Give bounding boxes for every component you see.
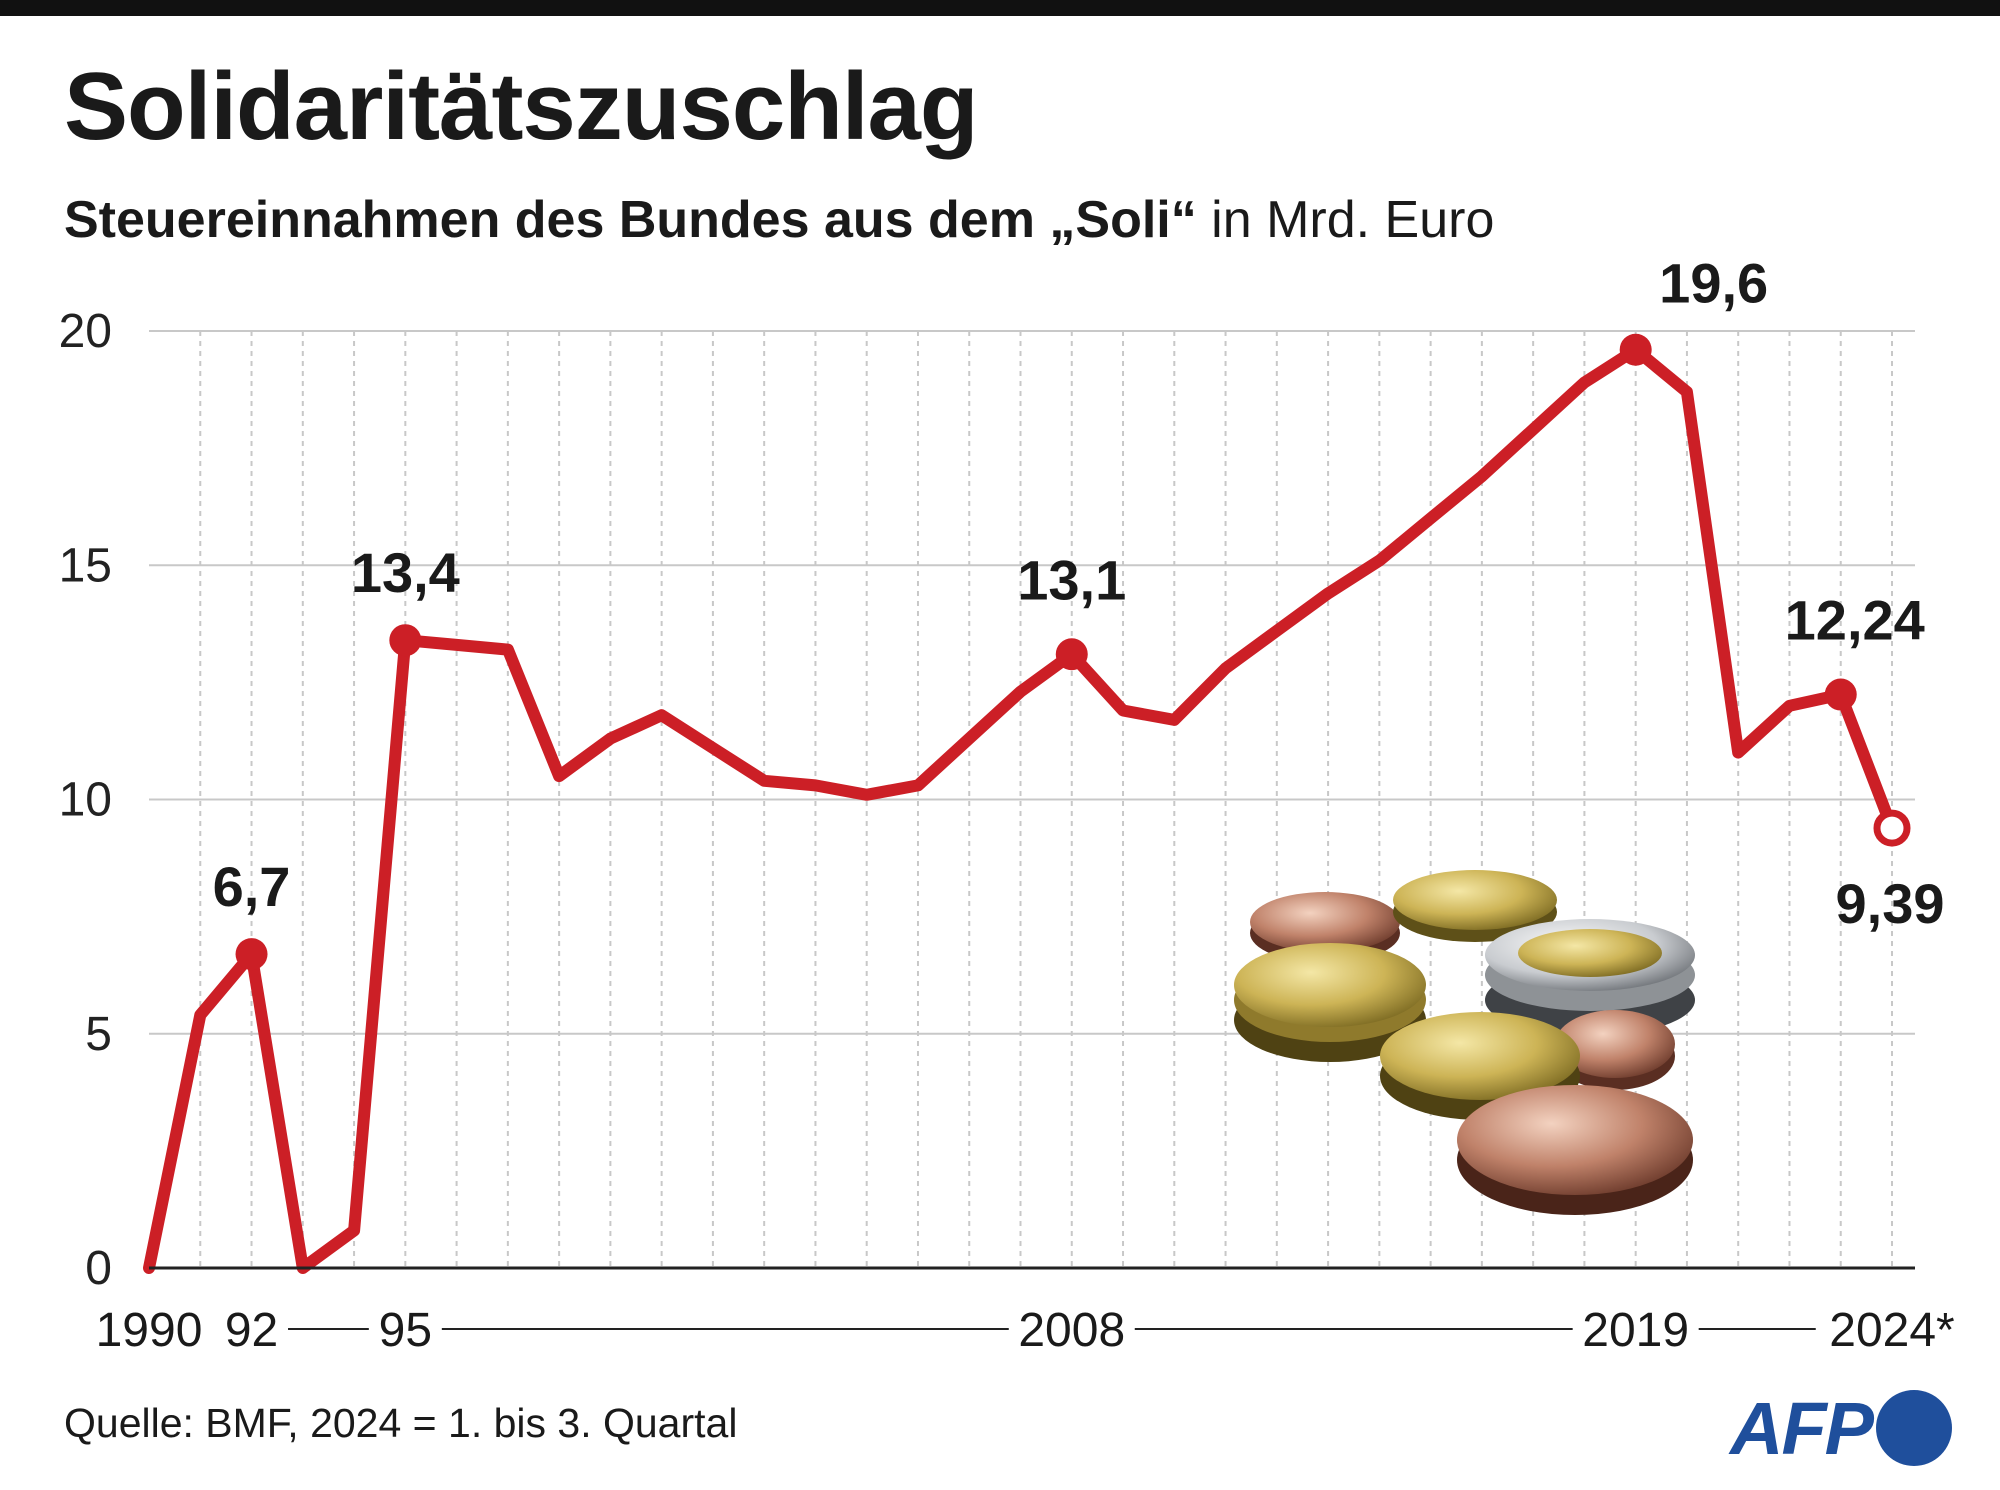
data-label: 9,39 [1836,872,1945,935]
subtitle-bold: Steuereinnahmen des Bundes aus dem „Soli… [64,191,1197,249]
data-point-marker [1055,638,1088,671]
data-label: 19,6 [1659,252,1768,315]
chart-subtitle: Steuereinnahmen des Bundes aus dem „Soli… [64,190,1494,250]
line-chart: 0 5 10 15 20 [59,252,1955,1357]
series-layer [143,333,1911,1274]
chart-title: Solidaritätszuschlag [64,53,979,160]
coin-gold-left [1234,943,1426,1062]
data-point-marker [1619,333,1652,366]
data-label: 12,24 [1785,589,1925,652]
data-point-marker [235,938,268,971]
y-tick-label: 10 [59,774,112,827]
x-tick-label: 1990 [96,1304,203,1357]
coin-two-euro [1485,919,1695,1036]
data-point-marker [1824,678,1857,711]
data-label: 13,4 [351,541,460,604]
data-label: 6,7 [213,855,291,918]
data-label: 13,1 [1017,548,1126,611]
euro-coins-image [1234,870,1695,1215]
afp-logo-dot [1876,1390,1952,1466]
coin-copper-right [1555,1010,1675,1090]
x-tick-label: 92 [225,1304,278,1357]
y-tick-label: 0 [85,1242,112,1295]
x-tick-label: 2019 [1582,1304,1689,1357]
x-axis: 1990 92 95 2008 2019 2024* [96,1266,1955,1357]
data-point-marker [389,624,422,657]
source-note: Quelle: BMF, 2024 = 1. bis 3. Quartal [64,1400,738,1446]
series-line [143,343,1898,1274]
y-tick-label: 15 [59,539,112,592]
y-tick-label: 20 [59,305,112,358]
data-point-marker [1873,809,1911,847]
x-tick-label: 95 [379,1304,432,1357]
x-tick-label: 2024* [1829,1304,1954,1357]
y-axis-ticks: 0 5 10 15 20 [59,305,112,1295]
data-labels: 6,7 13,4 13,1 19,6 12,24 9,39 [213,252,1945,935]
coin-copper-front [1457,1085,1693,1215]
top-rule [0,0,2000,16]
subtitle-unit: in Mrd. Euro [1196,191,1495,249]
afp-logo-text: AFP [1730,1386,1874,1470]
afp-logo: AFP [1730,1385,1952,1471]
y-tick-label: 5 [85,1008,112,1061]
coin-gold-back [1393,870,1557,942]
x-tick-label: 2008 [1018,1304,1125,1357]
